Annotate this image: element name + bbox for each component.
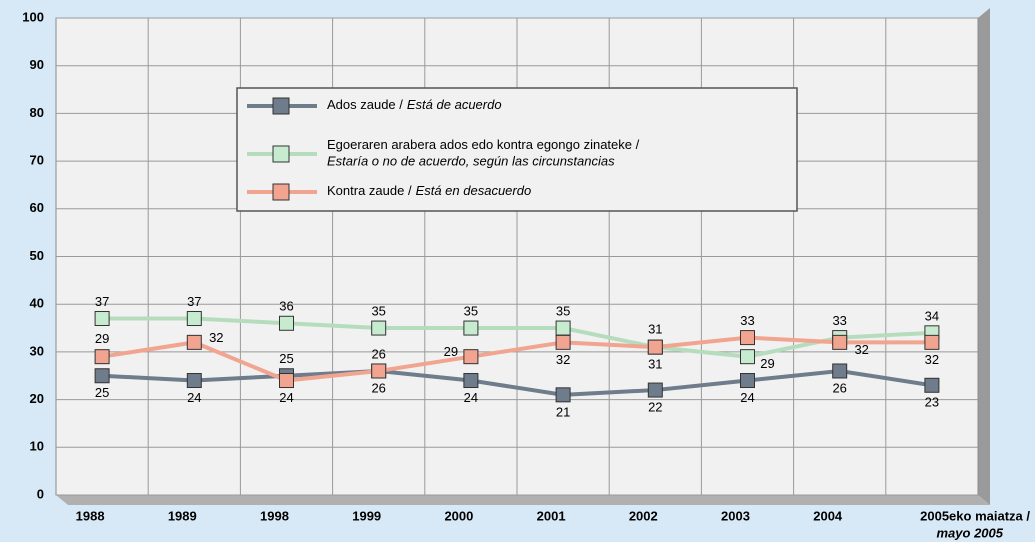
x-tick-label: 1999 (352, 508, 381, 523)
y-tick-label: 20 (30, 391, 44, 406)
data-label: 21 (556, 404, 570, 419)
y-tick-label: 70 (30, 153, 44, 168)
marker (924, 334, 940, 350)
marker (279, 315, 294, 331)
marker (740, 349, 755, 365)
legend-label: Egoeraren arabera ados edo kontra egongo… (327, 137, 640, 152)
series-line (102, 316, 933, 359)
marker (186, 334, 202, 350)
marker (279, 373, 294, 389)
data-label: 23 (925, 395, 939, 410)
legend-label: Ados zaude / Está de acuerdo (327, 97, 502, 112)
data-label: 25 (279, 351, 293, 366)
marker (832, 334, 848, 350)
data-label: 32 (854, 342, 868, 357)
y-tick-label: 80 (30, 105, 44, 120)
frame-shadow (56, 495, 990, 505)
marker (94, 349, 110, 365)
data-label: 31 (648, 322, 662, 337)
legend-marker (272, 183, 290, 201)
x-tick-label: 2000 (444, 508, 473, 523)
marker (94, 311, 110, 327)
data-label: 29 (444, 344, 458, 359)
x-tick-label: 1998 (260, 508, 289, 523)
data-label: 35 (556, 303, 570, 318)
data-label: 29 (95, 331, 109, 346)
marker (186, 311, 202, 327)
y-tick-label: 40 (30, 296, 44, 311)
marker (555, 334, 571, 350)
y-tick-label: 90 (30, 57, 44, 72)
data-label: 24 (740, 390, 754, 405)
data-label: 24 (279, 390, 293, 405)
marker (555, 387, 571, 403)
data-label: 25 (95, 385, 109, 400)
y-tick-label: 10 (30, 439, 44, 454)
x-tick-label: 1989 (168, 508, 197, 523)
legend-label-eu: Ados zaude / (327, 97, 403, 112)
x-tick-label: 2004 (813, 508, 843, 523)
marker (647, 382, 663, 398)
data-label: 26 (371, 346, 385, 361)
marker (924, 377, 940, 393)
x-tick-sublabel: mayo 2005 (937, 525, 1004, 540)
legend-label-es: Estaría o no de acuerdo, según las circu… (327, 153, 615, 168)
x-tick-label: 2001 (537, 508, 566, 523)
marker (463, 320, 479, 336)
frame-shadow (978, 8, 990, 505)
data-label: 32 (556, 352, 570, 367)
legend-label-es: Está de acuerdo (407, 97, 502, 112)
data-label: 29 (760, 356, 774, 371)
marker (371, 320, 387, 336)
marker (740, 373, 755, 389)
data-label: 36 (279, 299, 293, 314)
marker (463, 349, 479, 365)
data-label: 22 (648, 399, 662, 414)
data-label: 33 (740, 313, 754, 328)
marker (647, 339, 663, 355)
x-tick-label: 1988 (76, 508, 105, 523)
data-label: 32 (209, 330, 223, 345)
y-tick-label: 50 (30, 248, 44, 263)
data-label: 34 (925, 308, 939, 323)
legend-label-es: Está en desacuerdo (416, 183, 532, 198)
data-label: 26 (371, 380, 385, 395)
y-tick-label: 100 (22, 9, 44, 24)
legend-label-eu: Kontra zaude / (327, 183, 412, 198)
y-tick-label: 0 (37, 486, 44, 501)
x-tick-label: 2002 (629, 508, 658, 523)
marker (371, 363, 387, 379)
data-label: 35 (464, 303, 478, 318)
marker (463, 373, 479, 389)
data-label: 26 (832, 380, 846, 395)
legend (236, 87, 798, 212)
data-label: 37 (95, 294, 109, 309)
marker (555, 320, 571, 336)
legend-label-eu: Egoeraren arabera ados edo kontra egongo… (327, 137, 640, 152)
marker (186, 373, 202, 389)
marker (94, 368, 110, 384)
data-label: 32 (925, 352, 939, 367)
legend-label: Kontra zaude / Está en desacuerdo (327, 183, 531, 198)
legend-marker (272, 97, 290, 115)
data-label: 35 (371, 303, 385, 318)
x-tick-label: 2003 (721, 508, 750, 523)
marker (740, 330, 755, 346)
y-tick-label: 60 (30, 200, 44, 215)
series-line (101, 335, 932, 383)
data-label: 24 (187, 390, 201, 405)
y-tick-label: 30 (30, 343, 44, 358)
data-label: 31 (648, 357, 662, 372)
data-label: 37 (187, 294, 201, 309)
legend-marker (272, 145, 290, 163)
data-label: 33 (832, 313, 846, 328)
x-tick-label: 2005eko maiatza / (920, 508, 1030, 523)
data-label: 24 (464, 390, 478, 405)
marker (832, 363, 848, 379)
series-line (101, 368, 933, 397)
